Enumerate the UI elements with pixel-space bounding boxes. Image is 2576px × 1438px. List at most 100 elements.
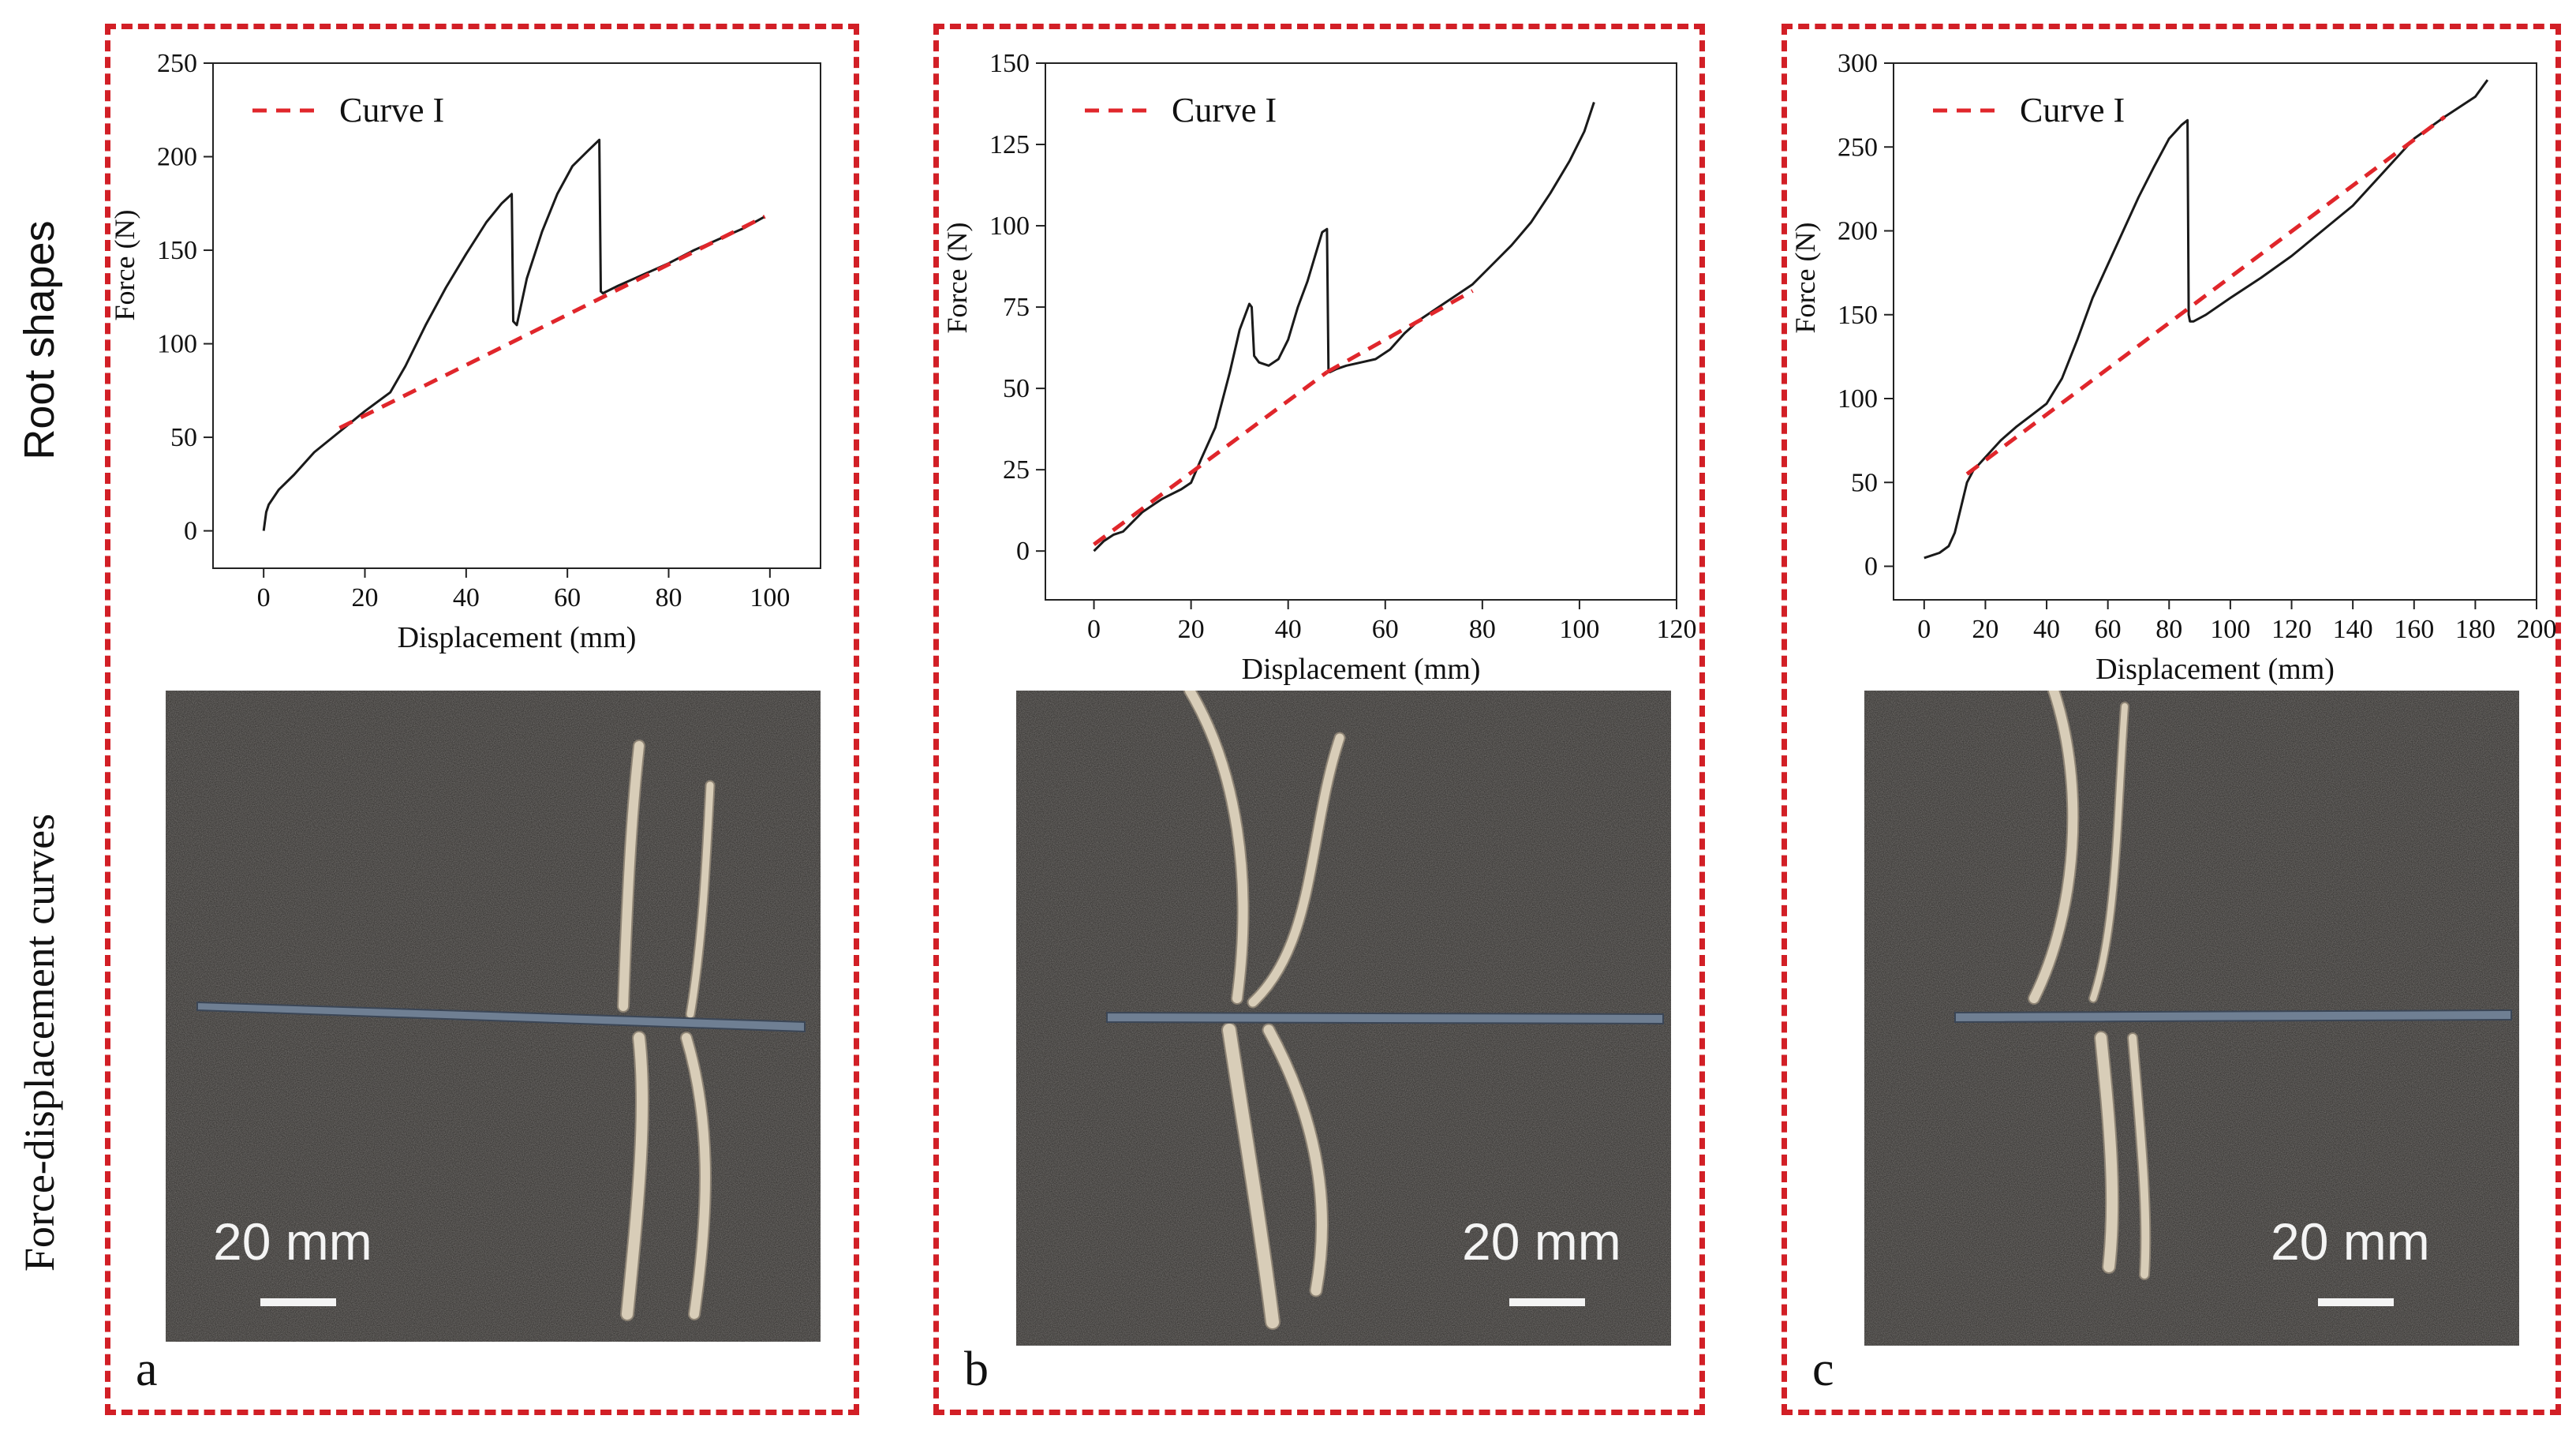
x-tick-label: 100 — [1559, 615, 1599, 644]
chart-c: 0 20 40 60 80 100 120 140 160 180 200 0 50 100 150 200 2… — [1789, 49, 2557, 686]
soil-illustration — [1016, 691, 1671, 1346]
y-tick-label: 50 — [170, 423, 197, 452]
y-tick-label: 200 — [1838, 217, 1878, 246]
plot-frame — [1045, 62, 1677, 601]
scale-text-a: 20 mm — [213, 1212, 372, 1271]
fit-line-curve-i — [1325, 289, 1474, 374]
root — [2129, 1034, 2150, 1279]
x-tick-label: 80 — [656, 583, 682, 612]
soil-illustration — [1864, 691, 2519, 1346]
root — [622, 1032, 649, 1320]
x-tick-label: 200 — [2517, 615, 2557, 644]
panel-c — [1782, 24, 2561, 1415]
y-tick-label: 250 — [1838, 133, 1878, 162]
x-tick-label: 120 — [2271, 615, 2312, 644]
y-axis-label: Force (N) — [941, 223, 973, 334]
y-tick-label: 75 — [1003, 293, 1030, 322]
root — [2029, 691, 2078, 1003]
x-axis-label: Displacement (mm) — [398, 621, 637, 654]
root — [2096, 1032, 2118, 1272]
x-tick-label: 40 — [453, 583, 480, 612]
plot-frame — [212, 62, 821, 569]
panel-letter-b: b — [964, 1343, 989, 1396]
fit-line-curve-i — [338, 215, 766, 430]
root — [619, 741, 644, 1011]
fit-line-curve-i — [1965, 114, 2447, 476]
chart-a: 0 20 40 60 80 100 0 50 100 150 200 250 Displacement … — [109, 49, 821, 654]
root — [1248, 733, 1344, 1007]
y-tick-label: 100 — [1838, 384, 1878, 414]
x-tick-label: 140 — [2333, 615, 2373, 644]
y-axis-label: Force (N) — [1789, 223, 1821, 334]
y-tick-label: 150 — [157, 236, 197, 265]
fit-line-curve-i — [1093, 370, 1329, 546]
x-tick-label: 60 — [1372, 615, 1399, 644]
x-tick-label: 80 — [1469, 615, 1496, 644]
root — [686, 781, 714, 1018]
x-tick-label: 40 — [2033, 615, 2060, 644]
root — [682, 1033, 710, 1319]
y-axis-label: Force (N) — [109, 210, 140, 321]
x-tick-label: 60 — [554, 583, 581, 612]
root-photo-a — [166, 691, 821, 1342]
x-tick-label: 60 — [2095, 615, 2122, 644]
root — [1263, 1024, 1327, 1296]
x-axis-label: Displacement (mm) — [2096, 653, 2335, 686]
x-tick-label: 160 — [2394, 615, 2434, 644]
x-tick-label: 40 — [1275, 615, 1302, 644]
y-tick-label: 0 — [1016, 537, 1030, 566]
x-tick-label: 20 — [352, 583, 379, 612]
scale-text-b: 20 mm — [1462, 1212, 1621, 1271]
legend-label: Curve I — [1172, 91, 1277, 129]
scale-text-c: 20 mm — [2271, 1212, 2430, 1271]
panel-letter-c: c — [1812, 1343, 1834, 1396]
row-label-root-shapes: Root shapes — [16, 220, 63, 460]
x-tick-label: 80 — [2155, 615, 2182, 644]
x-tick-label: 0 — [1087, 615, 1101, 644]
x-tick-label: 100 — [750, 583, 790, 612]
y-tick-label: 250 — [157, 49, 197, 78]
force-curve — [1924, 79, 2489, 560]
y-tick-label: 50 — [1851, 468, 1878, 497]
x-tick-label: 180 — [2455, 615, 2496, 644]
y-tick-label: 0 — [184, 517, 197, 546]
root-photo-c — [1864, 691, 2519, 1346]
panel-b — [933, 24, 1705, 1415]
cutting-blade — [1106, 1011, 1664, 1025]
y-tick-label: 0 — [1864, 552, 1878, 582]
cutting-blade — [1954, 1009, 2512, 1024]
y-tick-label: 300 — [1838, 49, 1878, 78]
x-axis-label: Displacement (mm) — [1242, 653, 1481, 686]
y-tick-label: 100 — [989, 212, 1030, 241]
y-tick-label: 100 — [157, 330, 197, 359]
legend-label: Curve I — [339, 91, 444, 129]
x-tick-label: 20 — [1972, 615, 1998, 644]
x-tick-label: 120 — [1657, 615, 1697, 644]
x-tick-label: 0 — [257, 583, 271, 612]
root-photo-b — [1016, 691, 1671, 1346]
row-label-force-displacement: Force-displacement curves — [16, 813, 63, 1272]
plot-frame — [1893, 62, 2537, 601]
scale-bar-b — [1509, 1298, 1585, 1306]
force-curve — [1093, 102, 1595, 552]
scale-bar-c — [2318, 1298, 2394, 1306]
y-tick-label: 50 — [1003, 374, 1030, 403]
y-tick-label: 150 — [1838, 301, 1878, 330]
root — [1223, 1024, 1279, 1328]
cutting-blade — [196, 1001, 806, 1033]
legend-label: Curve I — [2020, 91, 2125, 129]
root — [2090, 703, 2128, 1002]
y-tick-label: 25 — [1003, 455, 1030, 485]
force-curve — [262, 138, 766, 531]
root — [1185, 691, 1248, 1003]
panel-letter-a: a — [136, 1343, 158, 1396]
chart-b: 0 20 40 60 80 100 120 0 25 50 75 100 125 150 Displacem… — [941, 49, 1697, 686]
y-tick-label: 200 — [157, 143, 197, 172]
x-tick-label: 100 — [2210, 615, 2250, 644]
y-tick-label: 150 — [989, 49, 1030, 78]
x-tick-label: 20 — [1178, 615, 1205, 644]
panel-a — [105, 24, 859, 1415]
soil-illustration — [166, 691, 821, 1342]
x-tick-label: 0 — [1917, 615, 1931, 644]
y-tick-label: 125 — [989, 130, 1030, 159]
